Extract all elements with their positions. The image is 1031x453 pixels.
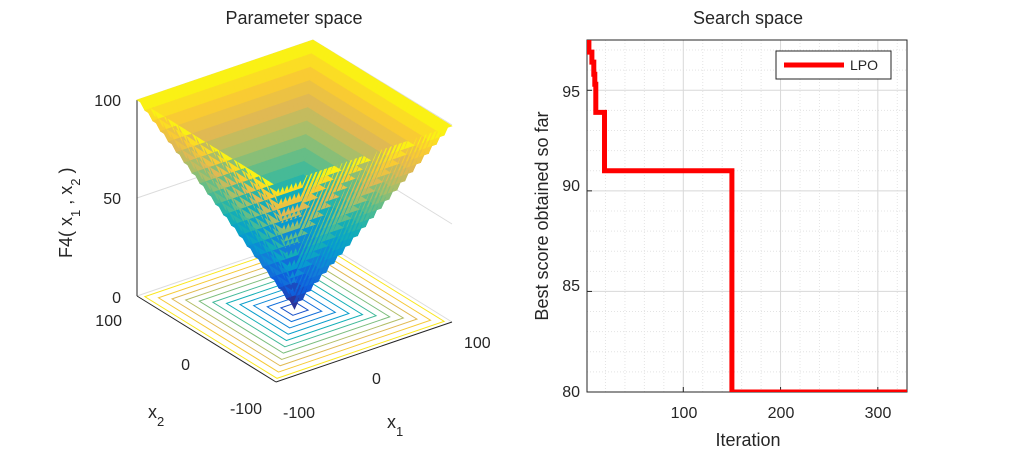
x-tick-label: 200 [768, 405, 795, 422]
convergence-plot: Search space 95 90 85 80 100 200 300 Ite… [532, 8, 908, 450]
plot-area-border [586, 39, 908, 393]
z-tick-label: 100 [94, 93, 121, 110]
x1-tick-label: -100 [283, 405, 315, 422]
x2-tick-label: -100 [230, 401, 262, 418]
surface-mesh [136, 39, 453, 310]
convergence-plot-title: Search space [693, 8, 803, 28]
grid-lines [587, 40, 907, 393]
surface-patch [443, 123, 453, 136]
x1-axis-label: x1 [387, 412, 403, 439]
x1-tick-label: 100 [464, 335, 491, 352]
x-axis-label: Iteration [715, 430, 780, 450]
z-tick-label: 0 [112, 290, 121, 307]
surface-front-axes [136, 100, 453, 383]
x2-tick-label: 100 [95, 313, 122, 330]
x1-tick-label: 0 [372, 371, 381, 388]
x-tick-label: 300 [865, 405, 892, 422]
x2-axis-label: x2 [148, 402, 164, 429]
z-axis-label: F4( x1 , x2 ) [56, 168, 83, 259]
y-tick-label: 85 [562, 278, 580, 295]
x2-tick-label: 0 [181, 357, 190, 374]
z-tick-label: 50 [103, 191, 121, 208]
legend: LPO [775, 50, 892, 80]
surface-plot-title: Parameter space [225, 8, 362, 28]
x-tick-label: 100 [671, 405, 698, 422]
y-tick-label: 95 [562, 84, 580, 101]
y-tick-label: 80 [562, 384, 580, 401]
series-line-lpo [587, 40, 907, 392]
y-tick-label: 90 [562, 178, 580, 195]
y-axis-label: Best score obtained so far [532, 111, 552, 320]
surface-plot: Parameter space 100 50 0 100 0 -100 -100 [56, 8, 491, 439]
legend-label-lpo: LPO [850, 57, 878, 73]
